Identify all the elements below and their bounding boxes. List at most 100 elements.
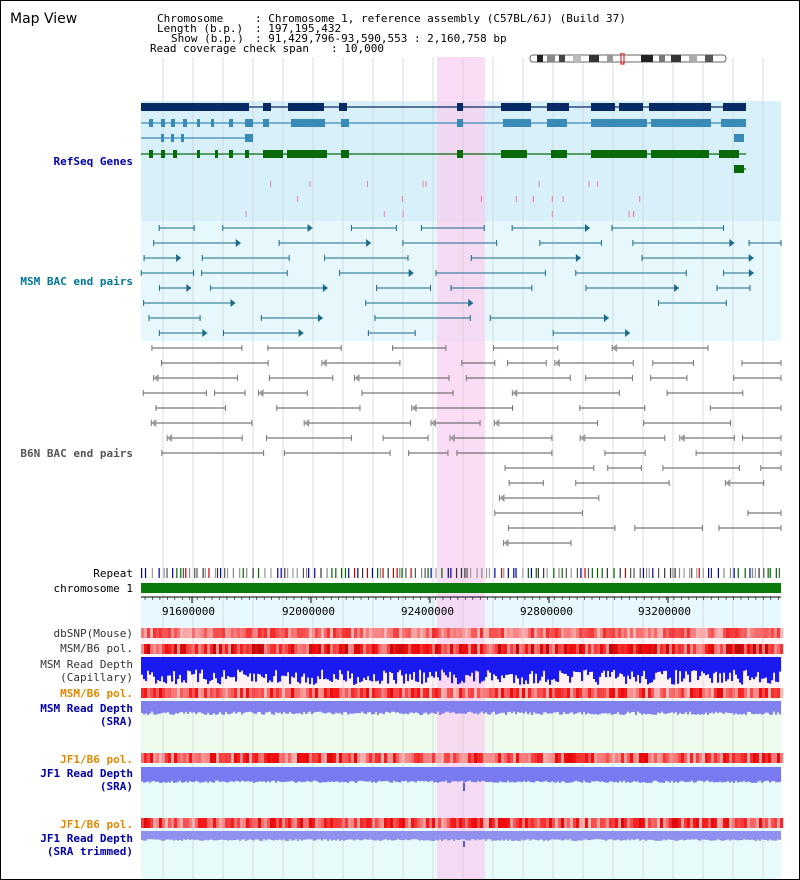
heat-cell (516, 688, 520, 698)
depth-bar (661, 701, 664, 712)
depth-bar (157, 767, 160, 782)
track-label-repeat[interactable]: Repeat (93, 567, 133, 580)
depth-bar (405, 767, 408, 781)
depth-bar (233, 831, 236, 840)
depth-bar (209, 657, 212, 682)
heat-cell (435, 688, 439, 698)
repeat-element (749, 568, 751, 578)
track-label-msm-depth-capillary[interactable]: MSM Read Depth (40, 658, 133, 671)
heat-cell (249, 688, 253, 698)
depth-bar (431, 701, 434, 713)
depth-bar (655, 831, 658, 841)
depth-bar (351, 701, 354, 714)
bac-end-arrow (625, 329, 631, 337)
depth-bar (561, 831, 564, 841)
depth-bar (677, 657, 680, 684)
depth-bar (749, 657, 752, 681)
depth-bar (377, 831, 380, 840)
depth-bar (161, 767, 164, 783)
track-label-dbsnp[interactable]: dbSNP(Mouse) (53, 627, 133, 640)
heat-cell (408, 753, 412, 763)
track-label-b6n-bac[interactable]: B6N BAC end pairs (20, 447, 133, 460)
depth-bar (203, 657, 206, 679)
depth-bar (771, 657, 774, 681)
heat-cell (753, 688, 757, 698)
depth-bar (253, 701, 256, 714)
depth-bar (361, 767, 364, 781)
heat-cell (426, 628, 430, 638)
repeat-element (633, 568, 635, 578)
track-label-msm-b6-pol[interactable]: MSM/B6 pol. (60, 642, 133, 655)
heat-cell (744, 628, 748, 638)
depth-bar (471, 701, 474, 713)
depth-bar (183, 767, 186, 783)
heat-cell (366, 818, 370, 828)
chromosome-ideogram[interactable] (529, 53, 729, 65)
depth-bar (421, 831, 424, 840)
depth-bar (557, 657, 560, 683)
track-label-jf1-pol[interactable]: JF1/B6 pol. (60, 753, 133, 766)
heat-cell (777, 818, 781, 828)
depth-bar (245, 831, 248, 841)
heat-cell (585, 818, 589, 828)
track-label-msm-bac[interactable]: MSM BAC end pairs (20, 275, 133, 288)
heat-cell (579, 753, 583, 763)
track-label-jf1-pol-2[interactable]: JF1/B6 pol. (60, 818, 133, 831)
depth-bar (673, 767, 676, 783)
depth-bar (749, 701, 752, 713)
heat-cell (735, 644, 739, 654)
track-label-jf1-depth[interactable]: JF1 Read Depth (40, 767, 133, 780)
depth-bar (211, 657, 214, 680)
repeat-element (689, 568, 691, 578)
heat-cell (426, 753, 430, 763)
heat-cell (717, 688, 721, 698)
heat-cell (735, 688, 739, 698)
gene-exon (161, 119, 165, 127)
heat-cell (204, 628, 208, 638)
depth-bar (201, 831, 204, 841)
depth-bar (399, 767, 402, 783)
depth-bar (679, 701, 682, 713)
depth-bar (349, 701, 352, 714)
depth-bar (293, 657, 296, 678)
depth-bar (685, 701, 688, 713)
gene-exon (738, 103, 746, 111)
heat-cell (633, 644, 637, 654)
depth-bar (773, 657, 776, 673)
depth-bar (365, 767, 368, 782)
heat-cell (582, 628, 586, 638)
heat-cell (687, 688, 691, 698)
depth-bar (237, 767, 240, 782)
heat-cell (258, 753, 262, 763)
repeat-element (763, 568, 765, 578)
track-label-msm-depth-sra[interactable]: MSM Read Depth (40, 702, 133, 715)
track-label-jf1-depth-trimmed[interactable]: JF1 Read Depth (40, 832, 133, 845)
heat-cell (231, 818, 235, 828)
heat-cell (495, 644, 499, 654)
heat-cell (642, 688, 646, 698)
heat-cell (777, 688, 781, 698)
depth-bar (745, 701, 748, 715)
heat-cell (690, 628, 694, 638)
depth-bar (259, 831, 262, 841)
depth-bar (747, 831, 750, 840)
track-label-refseq[interactable]: RefSeq Genes (53, 155, 133, 168)
heat-cell (297, 753, 301, 763)
depth-bar (721, 701, 724, 713)
depth-bar (443, 701, 446, 714)
heat-cell (420, 628, 424, 638)
depth-bar (727, 701, 730, 713)
heat-cell (708, 644, 712, 654)
heat-cell (609, 753, 613, 763)
depth-bar (449, 657, 452, 672)
track-label-msm-b6-pol-sra[interactable]: MSM/B6 pol. (60, 687, 133, 700)
depth-bar (505, 657, 508, 675)
heat-cell (159, 753, 163, 763)
heat-cell (357, 688, 361, 698)
track-label-chromosome[interactable]: chromosome 1 (53, 582, 133, 595)
depth-bar (577, 701, 580, 713)
depth-bar (603, 701, 606, 714)
heat-cell (627, 818, 631, 828)
depth-bar (495, 831, 498, 841)
